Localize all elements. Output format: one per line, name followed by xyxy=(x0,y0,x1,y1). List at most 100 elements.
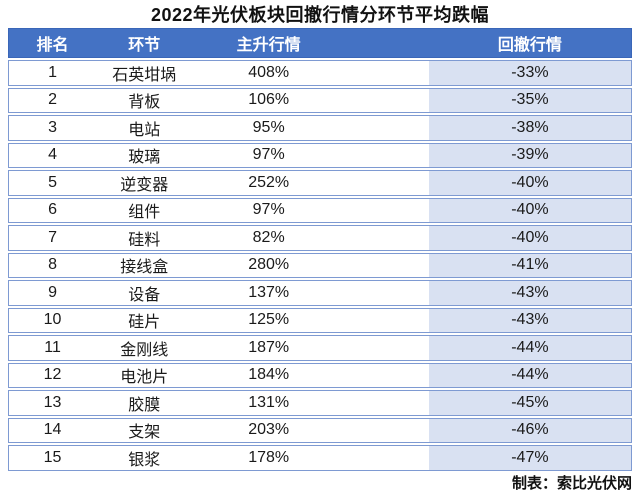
main-rally-cell: 82% xyxy=(252,228,285,246)
main-rally-cell: 280% xyxy=(248,256,290,274)
main-rally-cell: 95% xyxy=(252,118,285,136)
main-rally-cell: 125% xyxy=(248,311,290,329)
drawdown-cell: -38% xyxy=(428,116,631,140)
main-rally-cell: 178% xyxy=(248,448,290,466)
table-row: 9 设备 137% -43% xyxy=(8,280,632,306)
main-rally-cell: 137% xyxy=(248,283,290,301)
rank-cell: 2 xyxy=(48,91,57,109)
rank-cell: 5 xyxy=(48,173,57,191)
main-rally-cell: 184% xyxy=(248,366,290,384)
header-segment: 环节 xyxy=(128,37,161,54)
table-row: 12 电池片 184% -44% xyxy=(8,362,632,388)
rank-cell: 3 xyxy=(48,118,57,136)
spacer-cell xyxy=(345,226,429,250)
header-rank: 排名 xyxy=(36,37,69,54)
drawdown-cell: -44% xyxy=(428,363,631,387)
rank-cell: 14 xyxy=(43,421,62,439)
segment-cell: 组件 xyxy=(128,204,161,222)
main-rally-cell: 408% xyxy=(248,63,290,81)
table-row: 10 硅片 125% -43% xyxy=(8,307,632,333)
table-body: 1 石英坩埚 408% -33% 2 背板 106% -35% 3 电站 95% -38% 4 玻璃 97%… xyxy=(8,60,632,471)
rank-cell: 6 xyxy=(48,201,57,219)
spacer-cell xyxy=(345,199,429,223)
table-row: 5 逆变器 252% -40% xyxy=(8,170,632,196)
main-rally-cell: 97% xyxy=(252,201,285,219)
table-row: 3 电站 95% -38% xyxy=(8,115,632,141)
segment-cell: 电站 xyxy=(128,121,161,139)
spacer-cell xyxy=(345,254,429,278)
spacer-cell xyxy=(345,419,429,443)
table-row: 13 胶膜 131% -45% xyxy=(8,390,632,416)
main-rally-cell: 106% xyxy=(248,91,290,109)
table-row: 4 玻璃 97% -39% xyxy=(8,142,632,168)
rank-cell: 12 xyxy=(43,366,62,384)
rank-cell: 13 xyxy=(43,393,62,411)
header-main-rally: 主升行情 xyxy=(236,37,301,54)
drawdown-table: 排名 环节 主升行情 回撤行情 1 石英坩埚 408% -33% 2 背板 106% -35%… xyxy=(8,28,632,471)
spacer-cell xyxy=(345,171,429,195)
rank-cell: 1 xyxy=(48,63,57,81)
table-credit: 制表：索比光伏网 xyxy=(511,474,632,492)
main-rally-cell: 97% xyxy=(252,146,285,164)
segment-cell: 银浆 xyxy=(128,451,161,469)
rank-cell: 15 xyxy=(43,448,62,466)
drawdown-cell: -40% xyxy=(428,226,631,250)
spacer-cell xyxy=(345,364,429,388)
main-rally-cell: 252% xyxy=(248,173,290,191)
segment-cell: 支架 xyxy=(128,424,161,442)
segment-cell: 逆变器 xyxy=(120,176,169,194)
rank-cell: 10 xyxy=(43,311,62,329)
segment-cell: 金刚线 xyxy=(120,341,169,359)
drawdown-cell: -43% xyxy=(428,281,631,305)
segment-cell: 胶膜 xyxy=(128,396,161,414)
main-rally-cell: 187% xyxy=(248,338,290,356)
rank-cell: 8 xyxy=(48,256,57,274)
table-row: 8 接线盒 280% -41% xyxy=(8,252,632,278)
table-row: 2 背板 106% -35% xyxy=(8,87,632,113)
drawdown-cell: -43% xyxy=(428,308,631,332)
segment-cell: 石英坩埚 xyxy=(112,66,177,84)
drawdown-cell: -40% xyxy=(428,171,631,195)
spacer-cell xyxy=(345,391,429,415)
header-drawdown: 回撤行情 xyxy=(497,37,562,54)
table-row: 11 金刚线 187% -44% xyxy=(8,335,632,361)
spacer-cell xyxy=(345,281,429,305)
table-header-row: 排名 环节 主升行情 回撤行情 xyxy=(8,28,632,58)
segment-cell: 背板 xyxy=(128,94,161,112)
table-row: 7 硅料 82% -40% xyxy=(8,225,632,251)
main-rally-cell: 203% xyxy=(248,421,290,439)
rank-cell: 9 xyxy=(48,283,57,301)
spacer-cell xyxy=(345,144,429,168)
drawdown-cell: -45% xyxy=(428,391,631,415)
drawdown-cell: -46% xyxy=(428,418,631,442)
segment-cell: 玻璃 xyxy=(128,149,161,167)
drawdown-cell: -41% xyxy=(428,253,631,277)
segment-cell: 硅料 xyxy=(128,231,161,249)
spacer-cell xyxy=(345,336,429,360)
segment-cell: 电池片 xyxy=(120,369,169,387)
table-row: 14 支架 203% -46% xyxy=(8,417,632,443)
table-row: 15 银浆 178% -47% xyxy=(8,445,632,471)
spacer-cell xyxy=(345,116,429,140)
drawdown-cell: -39% xyxy=(428,143,631,167)
drawdown-cell: -40% xyxy=(428,198,631,222)
segment-cell: 设备 xyxy=(128,286,161,304)
table-row: 1 石英坩埚 408% -33% xyxy=(8,60,632,86)
segment-cell: 硅片 xyxy=(128,314,161,332)
rank-cell: 11 xyxy=(44,338,61,356)
spacer-cell xyxy=(345,89,429,113)
spacer-cell xyxy=(345,61,429,85)
rank-cell: 4 xyxy=(48,146,57,164)
drawdown-cell: -44% xyxy=(428,336,631,360)
drawdown-cell: -35% xyxy=(428,88,631,112)
drawdown-cell: -33% xyxy=(428,61,631,85)
rank-cell: 7 xyxy=(48,228,57,246)
spacer-cell xyxy=(345,446,429,470)
table-row: 6 组件 97% -40% xyxy=(8,197,632,223)
segment-cell: 接线盒 xyxy=(120,259,169,277)
main-rally-cell: 131% xyxy=(248,393,290,411)
spacer-cell xyxy=(345,309,429,333)
drawdown-cell: -47% xyxy=(428,446,631,470)
page-title: 2022年光伏板块回撤行情分环节平均跌幅 xyxy=(150,5,490,25)
